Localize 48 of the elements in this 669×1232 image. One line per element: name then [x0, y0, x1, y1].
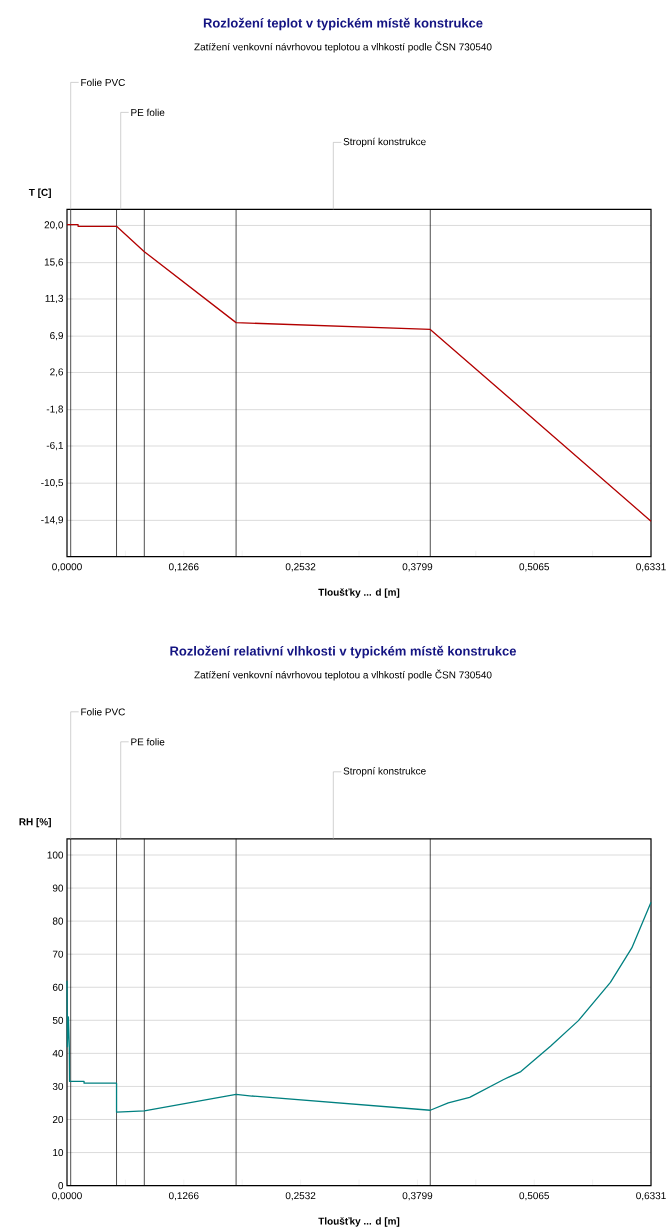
y-tick-label: -14,9: [41, 516, 64, 525]
x-tick-label: 0,0000: [52, 1192, 82, 1201]
line-series: [66, 223, 652, 522]
y-tick-label: -10,5: [41, 479, 64, 488]
y-tick-label: -6,1: [46, 441, 63, 451]
y-tick-label: 11,3: [45, 294, 64, 304]
chart-subtitle: Zatížení venkovní návrhovou teplotou a vlhkostí podle ČSN 730540: [194, 669, 492, 681]
y-tick-label: 50: [52, 1016, 64, 1024]
y-tick-label: 100: [47, 851, 64, 859]
x-tick-label: 0,1266: [168, 1192, 199, 1201]
chart-title: Rozložení relativní vlhkosti v typickém místě konstrukce: [170, 645, 517, 659]
y-tick-label: 10: [53, 1149, 64, 1157]
y-axis-title: RH [%]: [19, 818, 51, 828]
line-series: [66, 901, 652, 1113]
x-tick-label: 0,2532: [285, 1192, 316, 1201]
text: PE folie: [131, 108, 165, 117]
x-tick-label: 0,6331: [636, 563, 666, 572]
y-tick-label: -1,8: [46, 405, 64, 414]
y-tick-label: 20,0: [44, 221, 64, 230]
x-axis-title: Tloušťky ... d [m]: [318, 588, 400, 598]
annotation: Folie PVC: [81, 708, 125, 716]
x-tick-label: 0,5065: [519, 563, 550, 572]
x-tick-label: 0,3799: [402, 563, 433, 572]
x-tick-label: 0,0000: [52, 563, 82, 572]
x-tick-label: 0,2532: [285, 563, 316, 572]
text: Stropní konstrukce: [343, 767, 426, 777]
x-tick-label: 0,3799: [402, 1192, 433, 1201]
y-tick-label: 0: [58, 1182, 64, 1190]
y-tick-label: 70: [52, 950, 64, 958]
y-tick-label: 80: [52, 917, 64, 925]
y-tick-label: 40: [52, 1049, 64, 1057]
y-tick-label: 90: [52, 884, 64, 892]
y-tick-label: 15,6: [44, 258, 64, 267]
x-tick-label: 0,6331: [636, 1192, 666, 1201]
x-axis-title: Tloušťky ... d [m]: [318, 1217, 400, 1227]
annotation: Folie PVC: [81, 78, 125, 87]
y-tick-label: 60: [52, 983, 64, 991]
y-tick-label: 6,9: [50, 332, 64, 341]
x-tick-label: 0,1266: [168, 563, 199, 572]
chart-subtitle: Zatížení venkovní návrhovou teplotou a vlhkostí podle ČSN 730540: [194, 41, 492, 53]
y-tick-label: 2,6: [50, 368, 64, 377]
x-tick-label: 0,5065: [519, 1192, 550, 1201]
text: Stropní konstrukce: [343, 137, 426, 148]
text: PE folie: [131, 738, 165, 746]
y-axis-title: T [C]: [28, 188, 51, 198]
y-tick-label: 30: [52, 1082, 64, 1090]
chart-title: Rozložení teplot v typickém místě konstrukce: [203, 17, 483, 31]
y-tick-label: 20: [52, 1115, 64, 1124]
